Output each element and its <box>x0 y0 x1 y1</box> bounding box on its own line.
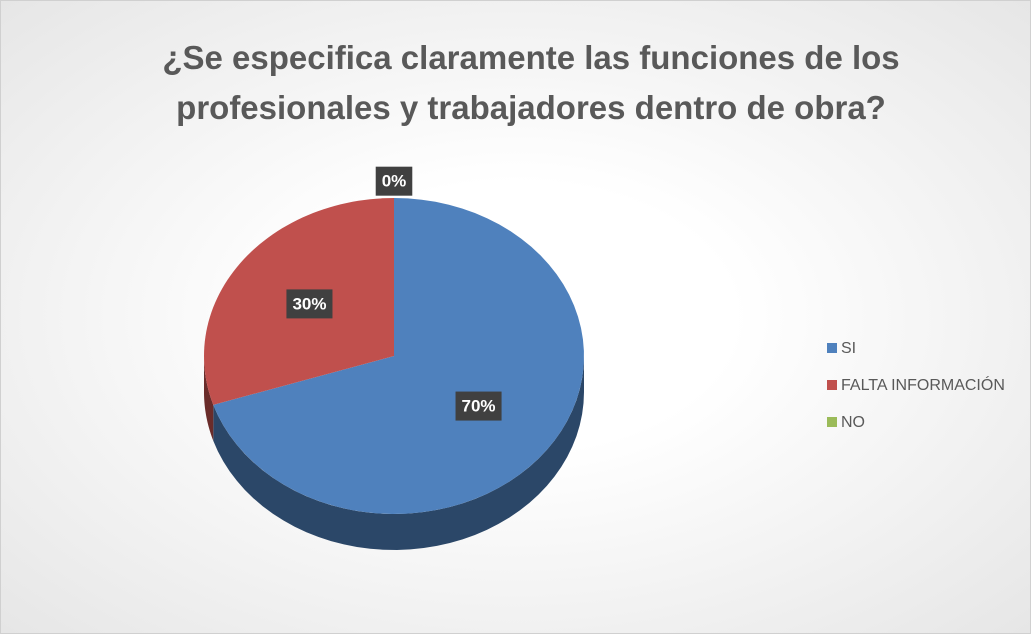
legend-swatch <box>827 417 837 427</box>
data-label-box <box>375 166 413 196</box>
chart-title: ¿Se especifica claramente las funciones … <box>162 39 900 126</box>
pie-slice <box>213 198 584 514</box>
legend-label: FALTA INFORMACIÓN <box>841 375 1005 394</box>
legend-swatch <box>827 343 837 353</box>
legend-label: NO <box>841 414 865 431</box>
legend-swatch <box>827 380 837 390</box>
data-label: 70% <box>462 397 496 416</box>
legend-label: SI <box>841 340 856 357</box>
data-label-box <box>286 289 333 319</box>
pie-side <box>204 356 214 441</box>
data-label-box <box>455 391 502 421</box>
data-label: 30% <box>292 294 326 313</box>
pie-side <box>213 356 584 550</box>
data-label: 0% <box>382 172 407 191</box>
